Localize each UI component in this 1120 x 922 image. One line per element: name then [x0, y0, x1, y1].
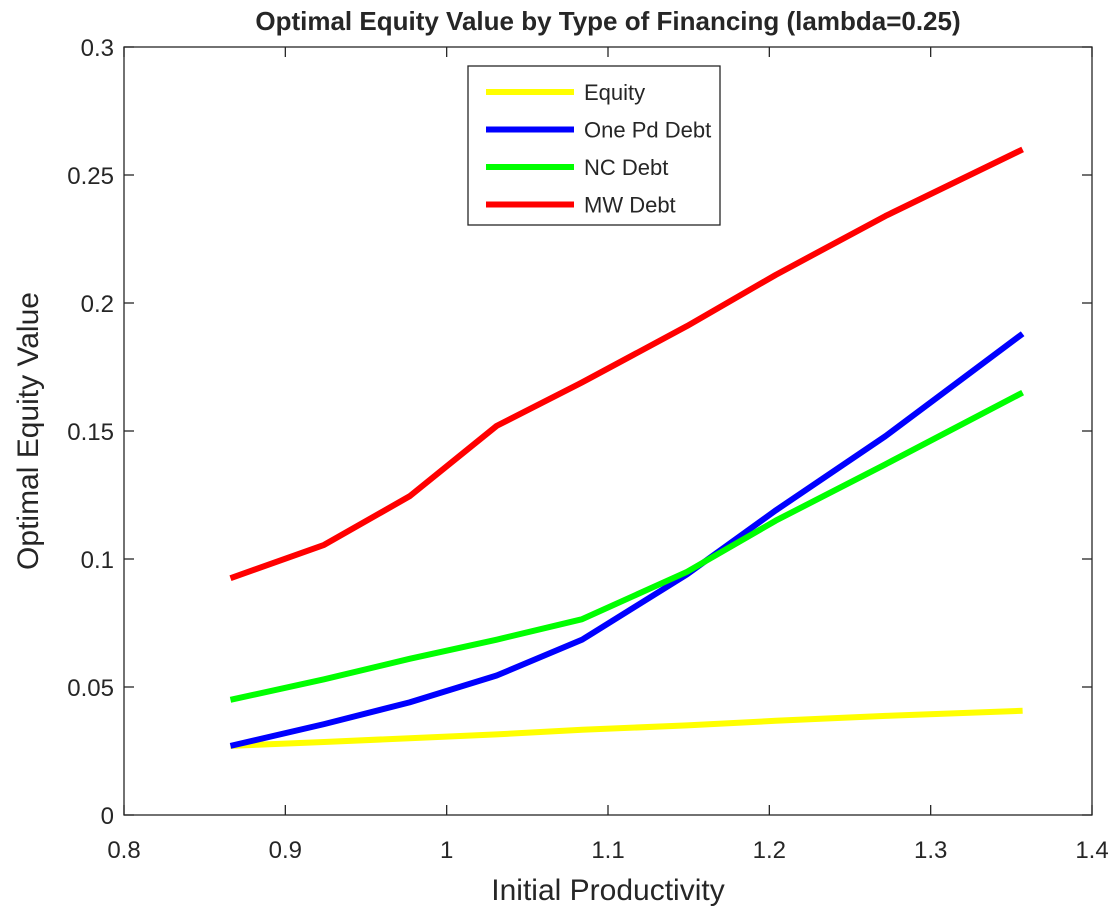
x-axis-label: Initial Productivity [491, 874, 724, 907]
series-line [229, 146, 1024, 582]
y-tick-label: 0.05 [67, 675, 114, 702]
legend-label: NC Debt [584, 155, 668, 180]
x-tick-label: 1.2 [753, 837, 786, 864]
y-axis-label: Optimal Equity Value [12, 292, 45, 570]
legend-label: MW Debt [584, 193, 676, 218]
y-tick-label: 0.25 [67, 163, 114, 190]
x-tick-label: 0.8 [107, 837, 140, 864]
y-tick-label: 0.3 [81, 35, 114, 62]
legend-label: Equity [584, 80, 645, 105]
x-tick-label: 1.4 [1075, 837, 1108, 864]
series-line [229, 331, 1025, 749]
series-line [230, 707, 1023, 749]
chart-title: Optimal Equity Value by Type of Financin… [255, 6, 960, 36]
x-tick-label: 1.3 [914, 837, 947, 864]
y-tick-label: 0.1 [81, 547, 114, 574]
y-tick-label: 0.15 [67, 419, 114, 446]
x-tick-label: 1.1 [591, 837, 624, 864]
x-tick-label: 1 [440, 837, 453, 864]
legend-label: One Pd Debt [584, 118, 711, 143]
y-tick-label: 0.2 [81, 291, 114, 318]
x-tick-label: 0.9 [269, 837, 302, 864]
y-tick-label: 0 [101, 803, 114, 830]
series-line [229, 389, 1025, 703]
